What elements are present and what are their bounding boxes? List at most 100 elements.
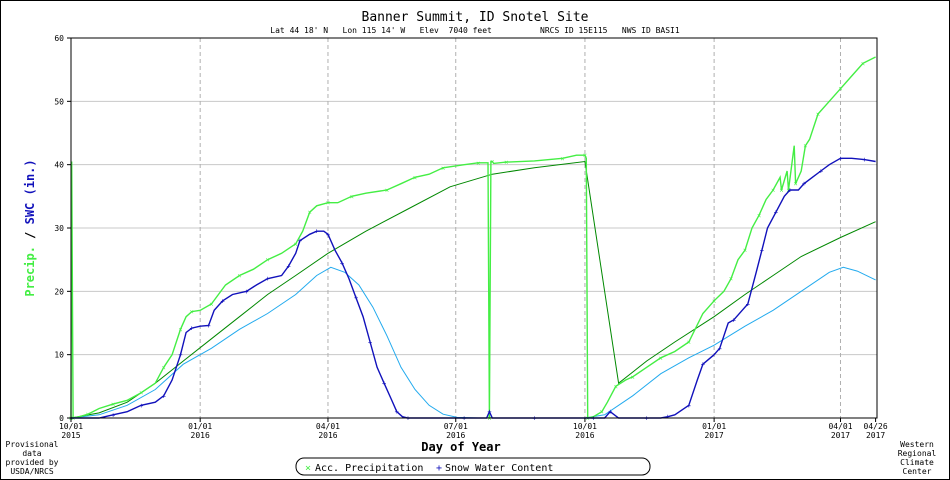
- data-point-marker: ×: [350, 193, 354, 201]
- legend: × Acc. Precipitation + Snow Water Conten…: [295, 457, 651, 476]
- data-point-marker: ×: [326, 199, 330, 207]
- y-tick-label: 20: [54, 287, 64, 296]
- legend-label-swc: Snow Water Content: [445, 463, 553, 474]
- data-point-marker: ×: [139, 389, 143, 397]
- normal-curve-line-3: [70, 266, 876, 419]
- data-point-marker: +: [221, 297, 225, 305]
- left-note-line: data: [22, 449, 41, 458]
- data-point-marker: ×: [659, 354, 663, 362]
- x-tick-label: 2016: [318, 431, 337, 440]
- data-point-marker: ×: [86, 411, 90, 419]
- chart-title: Banner Summit, ID Snotel Site: [362, 10, 589, 25]
- y-tick-label: 30: [54, 224, 64, 233]
- data-point-marker: ×: [583, 152, 587, 160]
- data-point-marker: ×: [209, 301, 213, 309]
- x-tick-label: 10/01: [573, 422, 597, 431]
- y-axis-label-precip: Precip.: [23, 246, 37, 297]
- chart-subtitle: Lat 44 18' N Lon 115 14' W Elev 7040 fee…: [270, 26, 680, 35]
- data-point-marker: +: [608, 408, 612, 416]
- right-note-line: Western: [900, 440, 934, 449]
- data-point-marker: +: [718, 345, 722, 353]
- data-point-marker: +: [701, 361, 705, 369]
- data-point-marker: +: [298, 237, 302, 245]
- legend-label-precip: Acc. Precipitation: [315, 463, 423, 474]
- y-axis-label: Precip. / SWC (in.): [23, 159, 37, 296]
- data-point-marker: +: [287, 263, 291, 271]
- data-point-marker: ×: [614, 383, 618, 391]
- data-point-marker: +: [207, 322, 211, 330]
- data-point-marker: ×: [861, 60, 865, 68]
- data-point-marker: +: [732, 316, 736, 324]
- data-point-marker: ×: [757, 212, 761, 220]
- data-point-marker: ×: [490, 158, 494, 166]
- series-layer: × ××××××××××××××××××× × × ×××××××××××× × ×××××…: [69, 56, 876, 423]
- data-point-marker: +: [802, 180, 806, 188]
- data-point-marker: +: [139, 402, 143, 410]
- normal-curve-line-2: [70, 160, 876, 419]
- right-note: Western Regional Climate Center: [898, 440, 937, 476]
- data-point-marker: ×: [441, 164, 445, 172]
- y-tick-label: 0: [59, 414, 64, 423]
- x-tick-label: 04/01: [828, 422, 852, 431]
- y-axis-label-swc: SWC (in.): [23, 159, 37, 224]
- data-point-marker: ×: [265, 256, 269, 264]
- legend-marker-precip: ×: [305, 463, 311, 474]
- data-point-marker: +: [862, 156, 866, 164]
- x-tick-label: 04/01: [316, 422, 340, 431]
- data-point-marker: ×: [631, 373, 635, 381]
- data-point-marker: ×: [729, 275, 733, 283]
- data-point-marker: ×: [308, 209, 312, 217]
- data-point-marker: ×: [803, 142, 807, 150]
- data-point-marker: ×: [162, 364, 166, 372]
- data-point-marker: ×: [385, 187, 389, 195]
- data-point-marker: +: [487, 408, 491, 416]
- data-point-marker: +: [244, 288, 248, 296]
- data-point-marker: +: [354, 294, 358, 302]
- x-tick-label: 2016: [191, 431, 210, 440]
- data-point-marker: +: [315, 228, 319, 236]
- left-note-line: provided by: [6, 458, 59, 467]
- data-point-marker: ×: [190, 308, 194, 316]
- data-point-marker: +: [838, 155, 842, 163]
- x-tick-label: 2017: [831, 431, 850, 440]
- x-tick-label: 10/01: [59, 422, 83, 431]
- x-tick-label: 2017: [704, 431, 723, 440]
- x-tick-label: 07/01: [444, 422, 468, 431]
- legend-box: [295, 457, 651, 476]
- data-point-marker: ×: [600, 408, 604, 416]
- data-point-marker: ×: [178, 326, 182, 334]
- right-note-line: Climate: [900, 458, 934, 467]
- y-axis-label-sep: /: [23, 224, 37, 246]
- y-tick-label: 10: [54, 351, 64, 360]
- x-tick-label: 2017: [866, 431, 885, 440]
- y-tick-label: 50: [54, 97, 64, 106]
- y-tick-label: 40: [54, 161, 64, 170]
- x-tick-label: 01/01: [188, 422, 212, 431]
- x-axis-ticks: 10/01201501/01201604/01201607/01201610/0…: [59, 418, 888, 440]
- data-point-marker: ×: [771, 187, 775, 195]
- data-point-marker: ×: [560, 155, 564, 163]
- data-point-marker: ×: [712, 297, 716, 305]
- data-point-marker: +: [395, 408, 399, 416]
- data-point-marker: ×: [687, 339, 691, 347]
- left-note-line: Provisional: [6, 440, 59, 449]
- data-point-marker: +: [178, 351, 182, 359]
- x-tick-label: 04/26: [864, 422, 888, 431]
- left-note-line: USDA/NRCS: [10, 467, 54, 476]
- x-axis-label: Day of Year: [421, 440, 500, 454]
- data-point-marker: ×: [793, 180, 797, 188]
- left-note: Provisional data provided by USDA/NRCS: [6, 440, 59, 476]
- legend-marker-swc: +: [436, 463, 442, 474]
- data-point-marker: +: [666, 413, 670, 421]
- acc-precipitation-line: [70, 56, 876, 419]
- y-tick-label: 60: [54, 34, 64, 43]
- data-point-marker: +: [819, 168, 823, 176]
- data-point-marker: +: [190, 325, 194, 333]
- right-note-line: Regional: [898, 449, 937, 458]
- data-point-marker: ×: [504, 159, 508, 167]
- x-tick-label: 01/01: [702, 422, 726, 431]
- data-point-marker: +: [382, 380, 386, 388]
- data-point-marker: +: [746, 301, 750, 309]
- data-point-marker: +: [162, 392, 166, 400]
